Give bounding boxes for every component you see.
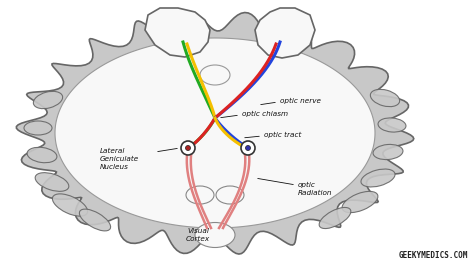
Ellipse shape [200, 65, 230, 85]
Ellipse shape [378, 118, 406, 132]
Ellipse shape [370, 89, 400, 107]
Text: optic
Radiation: optic Radiation [298, 182, 332, 196]
Ellipse shape [53, 194, 88, 216]
Ellipse shape [319, 207, 351, 228]
Ellipse shape [186, 186, 214, 204]
Polygon shape [145, 8, 210, 57]
Polygon shape [255, 8, 315, 58]
Polygon shape [17, 12, 414, 254]
Ellipse shape [79, 209, 110, 231]
Circle shape [241, 141, 255, 155]
Ellipse shape [33, 91, 63, 109]
Text: Lateral
Geniculate
Nucleus: Lateral Geniculate Nucleus [100, 148, 139, 170]
Text: optic chiasm: optic chiasm [242, 111, 288, 117]
Ellipse shape [35, 173, 69, 191]
Circle shape [246, 146, 250, 151]
Ellipse shape [216, 186, 244, 204]
Ellipse shape [24, 121, 52, 135]
Text: Visual
Cortex: Visual Cortex [186, 228, 210, 242]
Ellipse shape [195, 222, 235, 247]
Ellipse shape [342, 191, 378, 213]
Ellipse shape [361, 169, 395, 187]
Text: optic nerve: optic nerve [280, 98, 321, 104]
Polygon shape [55, 38, 375, 228]
Text: GEEKYMEDICS.COM: GEEKYMEDICS.COM [399, 251, 468, 260]
Circle shape [181, 141, 195, 155]
Text: optic tract: optic tract [264, 132, 301, 138]
Circle shape [185, 146, 191, 151]
Ellipse shape [373, 144, 403, 160]
Ellipse shape [27, 147, 57, 163]
